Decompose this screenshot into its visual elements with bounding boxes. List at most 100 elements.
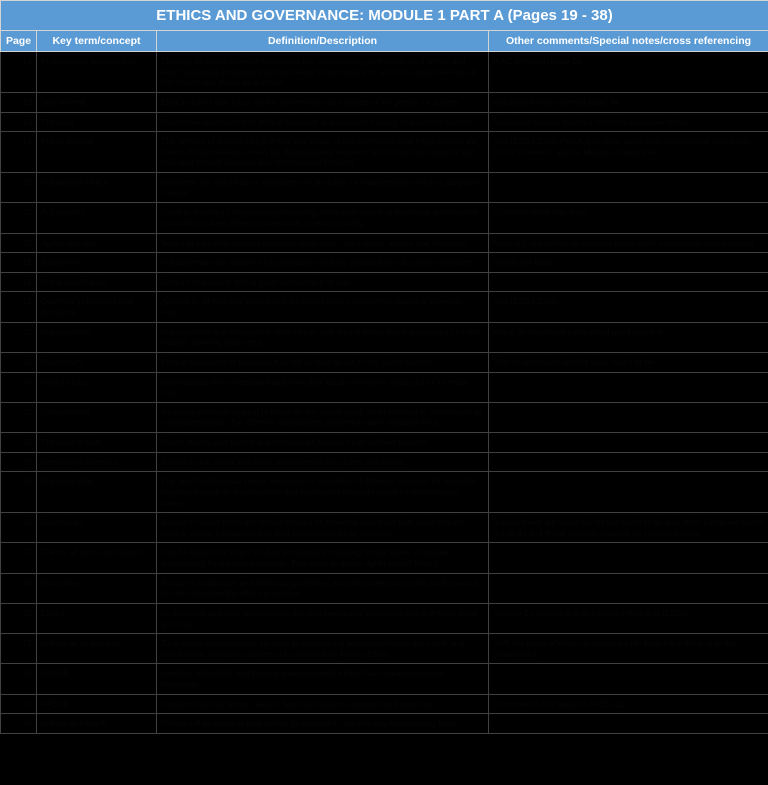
cell-definition: Based on the belief that there are unive…	[157, 452, 489, 472]
cell-term: Qualified judgments and decisions	[37, 292, 157, 322]
col-header-0: Page	[1, 31, 37, 52]
cell-term: Deontology	[37, 513, 157, 543]
cell-definition: Seeks congruence with a given perspectiv…	[157, 272, 489, 292]
table-wrap: ETHICS AND GOVERNANCE: MODULE 1 PART A (…	[0, 0, 768, 734]
table-row: 25Theories of dutyRights theory and just…	[1, 433, 768, 453]
cell-term: Ethics	[37, 603, 157, 633]
cell-page: 20	[1, 233, 37, 253]
table-row: 24NormativityEthical standards or positi…	[1, 352, 768, 372]
cell-term: Self interest	[37, 92, 157, 112]
cell-notes	[489, 433, 768, 453]
cell-page: 22	[1, 322, 37, 352]
cell-notes: Way to determine identify what ought to …	[489, 352, 768, 372]
cell-definition: Normative approaches to ethical behavior…	[157, 112, 489, 132]
table-row: 21JudgmentFundamental tool used in ethic…	[1, 253, 768, 273]
cell-page: 21	[1, 272, 37, 292]
cell-term: Agent morality	[37, 233, 157, 253]
cell-notes	[489, 543, 768, 573]
table-row: 24Metha ethicsUnderstands the consequent…	[1, 372, 768, 402]
table-row: 21Moral justificationSeeks congruence wi…	[1, 272, 768, 292]
cell-page: 24	[1, 372, 37, 402]
cell-definition: Task where organisations struggle to und…	[157, 634, 489, 664]
cell-term: Theories	[37, 112, 157, 132]
table-row: 19Self interestEthical norms that focus …	[1, 92, 768, 112]
cell-term: APESB	[37, 664, 157, 694]
cell-notes	[489, 664, 768, 694]
cell-page: 20	[1, 203, 37, 233]
cell-term: Management	[37, 322, 157, 352]
cell-definition: Used to describe circumstances requiring…	[157, 203, 489, 233]
cell-definition: Concerns the rightness or wrongness of a…	[157, 173, 489, 203]
cell-notes	[489, 402, 768, 432]
cell-term: Individual vs process	[37, 634, 157, 664]
cell-definition: Requires decision-making to focus on the…	[157, 402, 489, 432]
table-row: 34Individual integrityOthers will be mor…	[1, 714, 768, 734]
table-row: 19TheoriesNormative approaches to ethica…	[1, 112, 768, 132]
cell-term: Public interest	[37, 132, 157, 173]
table-row: 21Qualified judgments and decisionsAppli…	[1, 292, 768, 322]
cell-definition: Fundamental tool used in ethical decisio…	[157, 253, 489, 273]
cell-notes	[489, 272, 768, 292]
cell-term: Managerial ethics	[37, 173, 157, 203]
cell-page: 26	[1, 452, 37, 472]
table-row: 22ManagementManagement and employees oft…	[1, 322, 768, 352]
cell-term: Theories of duty	[37, 433, 157, 453]
cell-notes: See IESBA Code Part A and other applicab…	[489, 132, 768, 173]
cell-notes: See IESBA Code	[489, 292, 768, 322]
cell-notes: Making it more likely to produce predict…	[489, 233, 768, 253]
cell-page: 32	[1, 664, 37, 694]
cell-definition: The welfare of society helps define the …	[157, 132, 489, 173]
cell-page: 19	[1, 132, 37, 173]
table-row: 26DeontologyBased on belief there are ce…	[1, 513, 768, 543]
cell-notes: Kohlberg theory covered page 34	[489, 92, 768, 112]
cell-definition: Ethical standards or positions that tell…	[157, 352, 489, 372]
cell-term: APESB	[37, 694, 157, 714]
table-title: ETHICS AND GOVERNANCE: MODULE 1 PART A (…	[1, 1, 768, 31]
cell-page: 28	[1, 573, 37, 603]
cell-page: 26	[1, 472, 37, 513]
table-row: 25UtilitarianismRequires decision-making…	[1, 402, 768, 432]
cell-term: Judgment	[37, 253, 157, 273]
cell-page: 21	[1, 253, 37, 273]
cell-definition: Management and employees often obtain an…	[157, 322, 489, 352]
table-row: 19Public interestThe welfare of society …	[1, 132, 768, 173]
cell-definition: The way the financial sector sees duty i…	[157, 472, 489, 513]
cell-notes	[489, 452, 768, 472]
cell-definition: Through its public interest framework th…	[157, 52, 489, 93]
cell-page: 19	[1, 92, 37, 112]
cell-term: Act morality	[37, 203, 157, 233]
cell-definition: Others will be more or less similar to o…	[157, 714, 489, 734]
table-row: 19Professional accountantsThrough its pu…	[1, 52, 768, 93]
cell-notes	[489, 372, 768, 402]
table-row: 28NormativeFocus on substance and follow…	[1, 573, 768, 603]
cell-notes: Implies there are some things we ought t…	[489, 513, 768, 543]
cell-notes: Additional applied learning activities a…	[489, 112, 768, 132]
cell-page: 21	[1, 292, 37, 322]
cell-term: Individual integrity	[37, 714, 157, 734]
cell-notes	[489, 573, 768, 603]
cell-definition: Integrity, objectivity and three standar…	[157, 664, 489, 694]
table-row: 33APESBCharacterised by terms; values; f…	[1, 694, 768, 714]
cell-notes: Significant topic	[489, 253, 768, 273]
cell-term: Professional accountants	[37, 52, 157, 93]
cell-page: 25	[1, 402, 37, 432]
col-header-1: Key term/concept	[37, 31, 157, 52]
cell-notes: Section 2 expands this discussion relati…	[489, 603, 768, 633]
cell-definition: Seeks to take into account recurrent mot…	[157, 233, 489, 253]
cell-page: 19	[1, 52, 37, 93]
cell-term: Metha ethics	[37, 372, 157, 402]
table-row: 32APESBIntegrity, objectivity and three …	[1, 664, 768, 694]
cell-notes: Described in the guide to APES 110	[489, 694, 768, 714]
cell-definition: Understands the consequentialist view th…	[157, 372, 489, 402]
cell-definition: Focus on substance and following guideli…	[157, 573, 489, 603]
cell-definition: Based on belief there are certain groups…	[157, 513, 489, 543]
cell-term: Deontological ethics	[37, 452, 157, 472]
cell-term: Normativity	[37, 352, 157, 372]
cell-page: 33	[1, 694, 37, 714]
table-row: 20Act moralityUsed to describe circumsta…	[1, 203, 768, 233]
col-header-2: Definition/Description	[157, 31, 489, 52]
cell-term: Normative	[37, 573, 157, 603]
table-row: 26Deontological ethicsBased on the belie…	[1, 452, 768, 472]
cell-page: 28	[1, 603, 37, 633]
cell-definition: Can be based on a right or duty perspect…	[157, 543, 489, 573]
